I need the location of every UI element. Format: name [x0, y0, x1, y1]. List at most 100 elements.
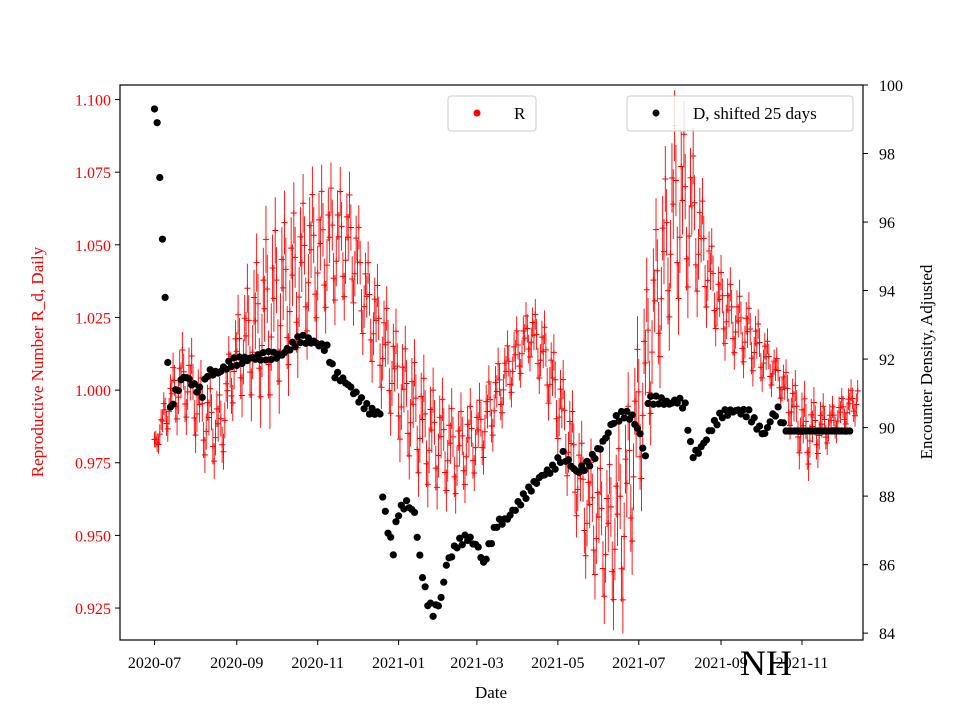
r-point	[586, 501, 593, 508]
r-point	[193, 410, 200, 417]
r-point	[749, 367, 756, 374]
r-point	[573, 512, 580, 519]
r-point	[304, 327, 311, 334]
r-point	[219, 441, 226, 448]
r-point	[277, 322, 284, 329]
r-point	[404, 430, 411, 437]
d-point	[527, 487, 535, 495]
right-y-axis: 84 86 88 90 92 94 96 98 100	[863, 78, 903, 643]
r-point	[777, 394, 784, 401]
r-point	[192, 432, 199, 439]
r-point	[207, 385, 214, 392]
r-point	[371, 296, 378, 303]
r-point	[676, 234, 683, 241]
r-point	[680, 131, 687, 138]
r-point	[820, 403, 827, 410]
r-point	[416, 435, 423, 442]
r-point	[386, 387, 393, 394]
r-point	[331, 297, 338, 304]
r-point	[338, 223, 345, 230]
r-point	[670, 201, 677, 208]
r-point	[442, 469, 449, 476]
x-axis: 2020-07 2020-09 2020-11 2021-01 2021-03 2021-…	[128, 640, 828, 672]
r-point	[428, 426, 435, 433]
d-point	[437, 593, 445, 602]
d-point	[174, 387, 182, 395]
r-point	[638, 475, 645, 482]
left-y-axis: 0.925 0.950 0.975 1.000 1.025 1.050 1.075 1.100	[75, 93, 120, 618]
r-point	[243, 332, 250, 339]
r-point	[383, 305, 390, 312]
legend-d-label: D, shifted 25 days	[693, 104, 817, 123]
d-point	[766, 418, 774, 426]
r-point	[589, 494, 596, 501]
r-point	[649, 349, 656, 356]
d-point	[694, 449, 703, 457]
x-tick-label: 2021-03	[450, 655, 503, 672]
r-point	[611, 546, 618, 553]
r-point	[810, 399, 817, 406]
r-point	[266, 391, 273, 398]
r-point	[651, 297, 658, 304]
r-point	[183, 414, 190, 421]
r-point	[643, 286, 650, 293]
r-point	[469, 457, 476, 464]
r-point	[691, 199, 698, 206]
left-y-axis-label: Reproductive Number R_d, Daily	[28, 246, 47, 477]
d-point	[198, 393, 206, 402]
d-point	[628, 411, 636, 419]
r-point	[629, 538, 636, 545]
r-point	[846, 400, 853, 407]
r-point	[341, 293, 348, 300]
r-point	[334, 211, 341, 218]
r-point	[452, 490, 459, 497]
r-point	[508, 389, 515, 396]
d-point	[392, 518, 400, 526]
r-point	[720, 325, 727, 332]
d-point	[190, 380, 198, 388]
d-point	[615, 417, 623, 425]
r-point	[594, 489, 601, 496]
r-point	[493, 388, 500, 395]
r-point	[339, 273, 346, 280]
r-point	[254, 300, 261, 307]
r-point	[461, 481, 468, 488]
r-point	[517, 370, 524, 377]
d-point	[458, 541, 466, 549]
r-point	[528, 339, 535, 346]
d-point	[657, 394, 665, 402]
r-point	[635, 388, 642, 395]
r-point	[457, 408, 464, 415]
r-point	[357, 259, 364, 266]
r-point	[382, 341, 389, 348]
r-point	[696, 209, 703, 216]
r-point	[430, 387, 437, 394]
r-point	[237, 374, 244, 381]
r-point	[574, 486, 581, 493]
r-point	[541, 324, 548, 331]
r-point	[162, 406, 169, 413]
r-point	[781, 384, 788, 391]
d-point	[739, 405, 748, 414]
d-point	[418, 574, 427, 582]
r-point	[191, 415, 198, 422]
r-point	[789, 390, 796, 397]
r-point	[448, 405, 455, 412]
r-point	[236, 335, 243, 342]
d-point	[429, 612, 437, 620]
r-point	[347, 224, 354, 231]
r-point	[346, 191, 353, 198]
r-point	[314, 270, 321, 277]
r-point	[385, 339, 392, 346]
d-point	[196, 383, 204, 391]
r-point	[345, 234, 352, 241]
r-point	[627, 514, 634, 521]
r-point	[561, 407, 568, 414]
d-point	[150, 105, 159, 113]
r-point	[568, 440, 575, 447]
r-point	[747, 325, 754, 332]
r-point	[554, 435, 561, 442]
r-point	[645, 327, 652, 334]
r-point	[504, 342, 511, 349]
r-point	[301, 242, 308, 249]
